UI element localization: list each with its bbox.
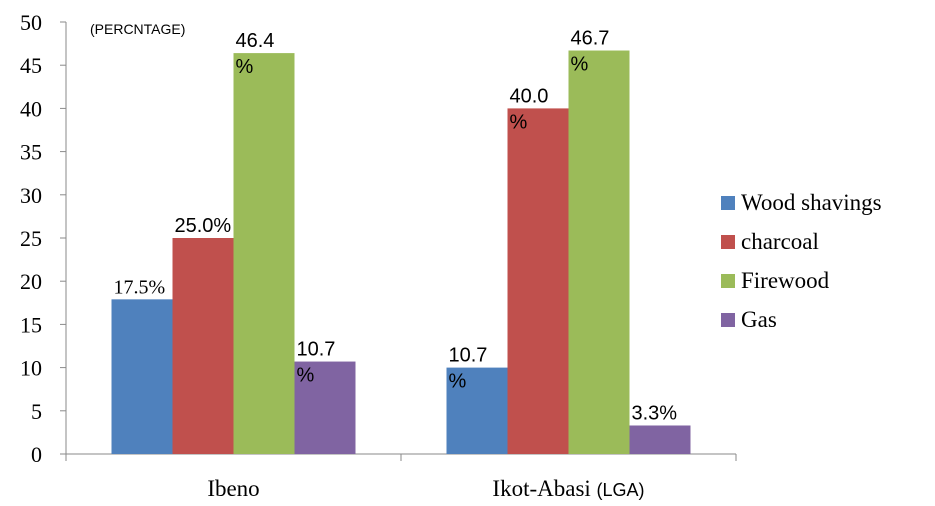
legend-label: Firewood — [741, 268, 830, 293]
data-label: 17.5% — [114, 276, 166, 298]
legend-label: Gas — [741, 307, 777, 332]
bar — [446, 367, 508, 454]
y-tick-label: 5 — [31, 399, 42, 424]
data-label: 40.0 — [510, 85, 549, 107]
data-label: 10.7 — [297, 339, 336, 361]
y-tick-label: 0 — [31, 442, 42, 467]
data-label: 46.7 — [571, 28, 610, 50]
y-tick-label: 35 — [20, 140, 42, 165]
legend-swatch — [721, 235, 735, 249]
y-tick-label: 15 — [20, 312, 42, 337]
legend-swatch — [721, 313, 735, 327]
data-label: 3.3% — [632, 402, 678, 424]
data-label: 10.7 — [449, 345, 488, 367]
plot-area: 0 5 10 15 20 25 30 35 40 45 50 17.5% 10.7% 25.0% 40.0%… — [20, 10, 737, 501]
data-label: % — [571, 54, 589, 76]
bar — [629, 425, 691, 454]
y-tick-label: 30 — [20, 183, 42, 208]
data-label: % — [510, 111, 528, 133]
bar — [172, 238, 234, 454]
x-category-label: Ibeno — [207, 476, 259, 501]
legend-swatch — [721, 274, 735, 288]
y-tick-label: 10 — [20, 356, 42, 381]
legend-label: Wood shavings — [741, 190, 882, 215]
data-label: % — [236, 56, 254, 78]
data-label: % — [449, 371, 467, 393]
x-category-main: Ikot-Abasi — [492, 476, 596, 501]
y-tick-label: 40 — [20, 96, 42, 121]
bar — [507, 108, 569, 455]
x-category-suffix: (LGA) — [597, 480, 645, 500]
data-label: 25.0% — [175, 215, 232, 237]
x-category-main: Ibeno — [207, 476, 259, 501]
y-tick-label: 25 — [20, 226, 42, 251]
y-tick-label: 45 — [20, 53, 42, 78]
x-category-label: Ikot-Abasi (LGA) — [492, 476, 644, 501]
bar — [568, 50, 630, 455]
legend-swatch — [721, 196, 735, 210]
bar — [294, 361, 356, 454]
legend: Wood shavings charcoal Firewood Gas — [721, 190, 882, 332]
y-axis-label: (PERCNTAGE) — [90, 21, 185, 37]
legend-label: charcoal — [741, 229, 819, 254]
y-tick-label: 50 — [20, 10, 42, 35]
data-label: % — [297, 365, 315, 387]
y-tick-label: 20 — [20, 269, 42, 294]
bar — [233, 53, 295, 454]
data-label: 46.4 — [236, 30, 275, 52]
bar — [111, 299, 173, 454]
